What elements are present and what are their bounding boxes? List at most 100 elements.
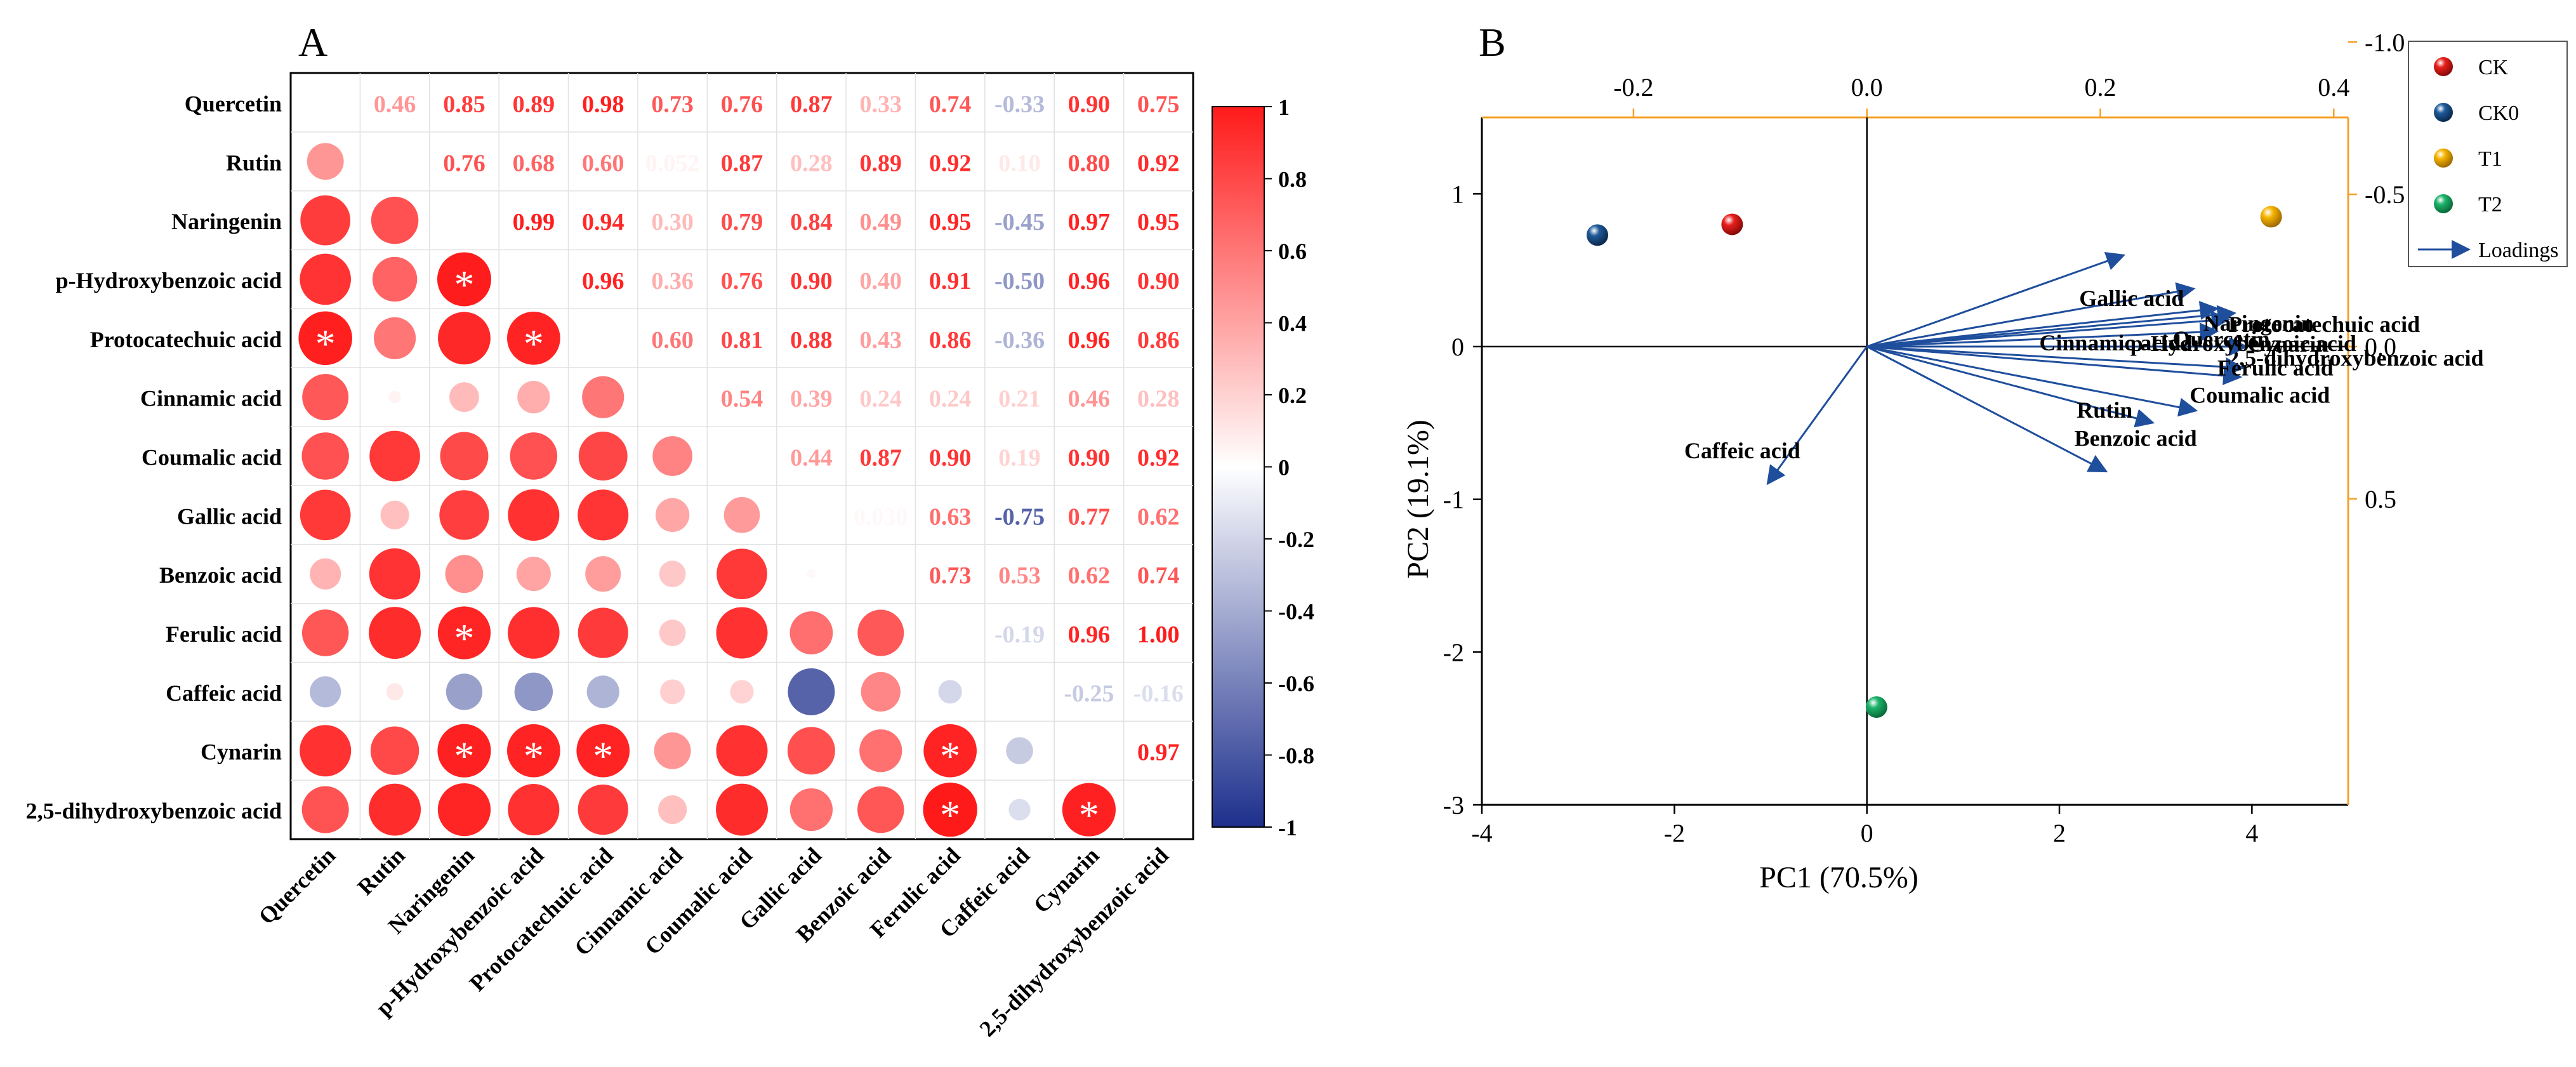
loading-label: Cynarin <box>2247 331 2328 357</box>
row-label: Protocatechuic acid <box>90 327 282 352</box>
corr-circle <box>298 311 352 366</box>
corr-value: 0.92 <box>1137 445 1180 472</box>
corr-circle <box>506 724 560 778</box>
corr-circle <box>369 548 421 600</box>
significance-star: * <box>1079 793 1099 838</box>
corr-circle <box>654 732 691 769</box>
corr-circle <box>302 374 349 421</box>
corr-value: 0.28 <box>790 150 833 176</box>
corr-circle <box>510 432 558 480</box>
corr-value: 0.87 <box>790 91 833 117</box>
corr-circle <box>788 668 835 715</box>
significance-star: * <box>940 734 960 779</box>
significance-star: * <box>315 321 336 366</box>
corr-circle <box>660 679 685 705</box>
corr-circle <box>1008 799 1031 821</box>
corr-circle <box>717 548 767 600</box>
corr-value: 0.39 <box>790 386 833 413</box>
right-tick-label: -1.0 <box>2365 28 2405 56</box>
corr-circle <box>300 195 351 246</box>
corr-value: 0.33 <box>860 91 902 117</box>
corr-circle <box>440 432 489 480</box>
corr-circle <box>369 607 421 659</box>
score-point <box>1865 696 1887 718</box>
corr-value: -0.16 <box>1133 680 1184 707</box>
corr-circle <box>373 317 416 359</box>
corr-value: -0.25 <box>1064 680 1114 707</box>
corr-circle <box>516 557 551 592</box>
y-tick-label: 0 <box>1451 333 1464 361</box>
corr-value: 0.49 <box>860 209 902 235</box>
corr-circle <box>301 432 349 480</box>
right-tick-label: -0.5 <box>2365 180 2405 209</box>
corr-circle <box>310 676 341 708</box>
corr-value: -0.45 <box>994 209 1045 235</box>
corr-circle <box>857 786 904 833</box>
corr-circle <box>576 724 630 778</box>
legend-label: Loadings <box>2478 239 2559 262</box>
y-tick-label: -3 <box>1443 791 1464 819</box>
corr-circle <box>789 788 833 832</box>
corr-circle <box>300 489 351 541</box>
corr-circle <box>506 311 560 365</box>
corr-circle <box>578 432 628 480</box>
corr-value: 0.80 <box>1068 150 1111 176</box>
score-point <box>1587 224 1608 246</box>
y-tick-label: -1 <box>1443 486 1464 514</box>
panel-label-b: B <box>1479 20 1506 65</box>
corr-circle <box>923 782 977 837</box>
corr-value: -0.33 <box>994 91 1045 117</box>
corr-value: 0.89 <box>513 91 555 117</box>
corr-value: 0.73 <box>929 562 972 589</box>
pca-scores <box>1587 206 2282 718</box>
loading-arrow <box>1866 345 2108 473</box>
row-label: Cinnamic acid <box>140 386 282 411</box>
corr-circle <box>938 680 962 704</box>
corr-value: 0.90 <box>929 445 972 472</box>
significance-star: * <box>524 321 544 366</box>
corr-circle <box>439 490 489 540</box>
loading-arrow <box>1866 345 2198 417</box>
corr-value: 0.90 <box>790 268 833 295</box>
corr-value: 0.87 <box>721 150 763 176</box>
legend-marker <box>2434 194 2453 213</box>
legend-marker <box>2434 57 2453 76</box>
loading-arrow <box>1866 251 2126 348</box>
corr-value: 0.81 <box>721 327 763 354</box>
pca-axes: -4 -2 0 2 4 -3 -2 -1 0 1 -0.2 0.0 0.2 0.4 0.5 0.0 -0.5 -1… <box>1401 28 2405 894</box>
corr-circle <box>923 724 977 778</box>
loading-arrow <box>1866 345 2155 428</box>
row-label: p-Hydroxybenzoic acid <box>56 268 282 293</box>
legend-marker <box>2434 149 2453 168</box>
y-tick-label: 1 <box>1451 180 1464 208</box>
column-label: Rutin <box>352 842 410 900</box>
corr-value: 0.91 <box>929 268 972 295</box>
loading-label: Quercetin <box>2172 326 2269 352</box>
loading-label: Cinnamic acid <box>2039 330 2181 355</box>
corr-circle <box>445 555 484 593</box>
colorbar-tick-label: -0.4 <box>1278 599 1314 625</box>
corr-value: 0.74 <box>929 91 972 117</box>
corr-circle <box>508 489 560 541</box>
corr-value: 0.96 <box>1068 621 1111 648</box>
corr-value: 0.92 <box>929 150 972 176</box>
corr-circle <box>437 724 491 778</box>
loading-label: Ferulic acid <box>2217 355 2334 381</box>
row-label: Benzoic acid <box>159 562 282 588</box>
x-tick-label: 4 <box>2245 819 2258 847</box>
corr-circle <box>578 489 629 541</box>
colorbar-tick-label: -0.6 <box>1278 671 1314 696</box>
correlation-cells: 0.46 0.85 0.89 0.98 0.73 0.76 0.87 0.33 0.74 -0.3… <box>298 91 1184 838</box>
grid-frame <box>289 72 1194 840</box>
corr-circle <box>370 726 419 775</box>
corr-value: -0.36 <box>994 327 1045 354</box>
corr-circle <box>437 252 491 307</box>
corr-value: 0.88 <box>790 327 833 354</box>
corr-circle <box>723 497 760 533</box>
corr-circle <box>857 609 904 656</box>
corr-value: 0.60 <box>651 327 694 354</box>
corr-value: 0.46 <box>1068 386 1111 413</box>
right-tick-label: 0.5 <box>2365 485 2396 514</box>
corr-value: 0.86 <box>929 327 972 354</box>
corr-value: 0.94 <box>582 209 624 235</box>
